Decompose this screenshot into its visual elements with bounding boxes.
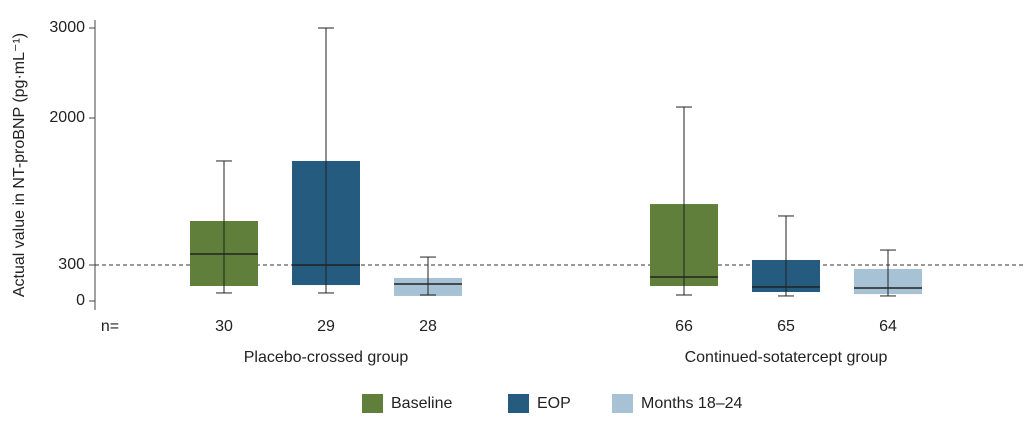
legend-label: Months 18–24: [641, 395, 743, 412]
group-label: Continued-sotatercept group: [685, 349, 888, 366]
n-value: 64: [879, 318, 897, 335]
n-value: 29: [317, 318, 335, 335]
y-tick-label: 300: [58, 256, 85, 273]
y-tick-label: 2000: [49, 109, 85, 126]
n-label: n=: [101, 318, 119, 335]
legend-swatch: [508, 394, 529, 413]
n-value: 66: [675, 318, 693, 335]
legend-swatch: [612, 394, 633, 413]
y-axis-label: Actual value in NT-proBNP (pg·mL⁻¹): [11, 33, 28, 297]
y-tick-label: 0: [76, 292, 85, 309]
n-value: 65: [777, 318, 795, 335]
legend-label: Baseline: [391, 395, 452, 412]
n-value: 30: [215, 318, 233, 335]
legend-swatch: [362, 394, 383, 413]
group-label: Placebo-crossed group: [244, 349, 409, 366]
y-tick-label: 3000: [49, 19, 85, 36]
legend-label: EOP: [537, 395, 571, 412]
n-value: 28: [419, 318, 437, 335]
